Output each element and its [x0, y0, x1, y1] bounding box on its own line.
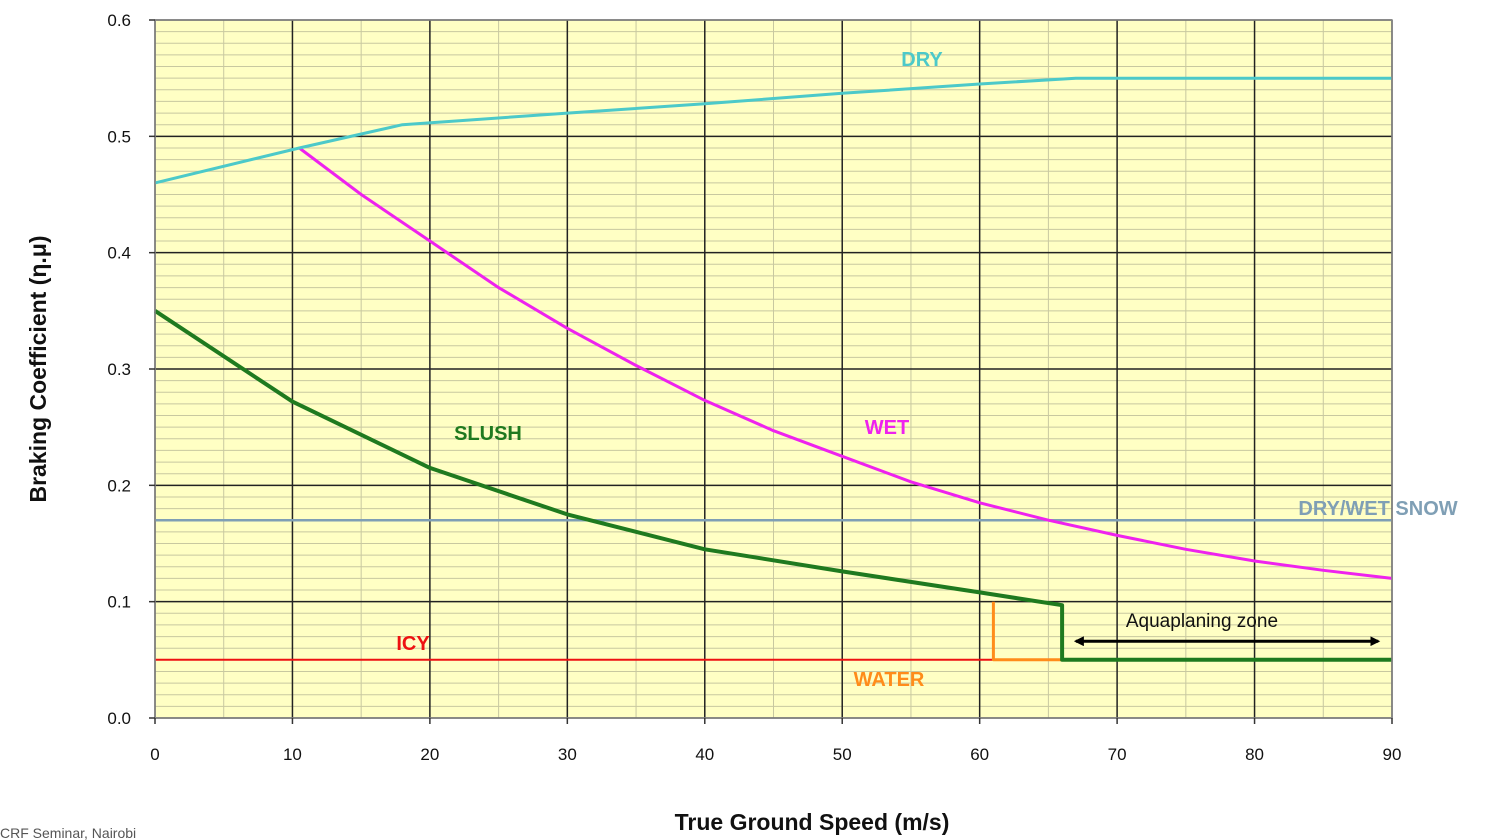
- x-tick-label: 20: [420, 745, 439, 764]
- annotation-layer: Aquaplaning zone: [1073, 611, 1381, 647]
- series-label-slush: SLUSH: [454, 423, 522, 445]
- series-label-water: WATER: [854, 669, 925, 691]
- series-line-wet: [298, 146, 1393, 580]
- series-line-water: [991, 601, 1063, 662]
- series-label-dry: DRY: [901, 49, 943, 71]
- x-tick-label: 80: [1245, 745, 1264, 764]
- y-axis-title: Braking Coefficient (η.μ): [25, 235, 51, 502]
- aquaplaning-label: Aquaplaning zone: [1126, 611, 1278, 632]
- y-tick-label: 0.2: [107, 476, 131, 495]
- series-label-icy: ICY: [396, 633, 430, 655]
- series-line-dry: [154, 76, 1392, 185]
- y-tick-label: 0.1: [107, 593, 131, 612]
- y-tick-label: 0.5: [107, 127, 131, 146]
- x-axis-title: True Ground Speed (m/s): [675, 809, 950, 835]
- series-layer: [153, 76, 1393, 662]
- tick-layer: 0 10 20 30 40 50 60 70 80 90 0.0 0.1 0.2 0.3 0.4 0.5 0.6: [107, 11, 1401, 764]
- x-tick-label: 40: [695, 745, 714, 764]
- y-tick-label: 0.3: [107, 360, 131, 379]
- footer-text: CRF Seminar, Nairobi: [0, 825, 136, 840]
- series-labels: DRY WET SLUSH WATER ICY DRY/WET SNOW: [396, 49, 1457, 691]
- x-tick-label: 70: [1108, 745, 1127, 764]
- x-tick-label: 0: [150, 745, 159, 764]
- series-label-dry-wet-snow: DRY/WET SNOW: [1298, 498, 1457, 520]
- y-tick-label: 0.4: [107, 244, 131, 263]
- x-tick-label: 90: [1383, 745, 1402, 764]
- x-tick-label: 30: [558, 745, 577, 764]
- x-tick-label: 50: [833, 745, 852, 764]
- series-label-wet: WET: [865, 417, 909, 439]
- x-tick-label: 10: [283, 745, 302, 764]
- series-line-slush: [153, 309, 1392, 662]
- x-tick-label: 60: [970, 745, 989, 764]
- y-tick-label: 0.6: [107, 11, 131, 30]
- y-tick-label: 0.0: [107, 709, 131, 728]
